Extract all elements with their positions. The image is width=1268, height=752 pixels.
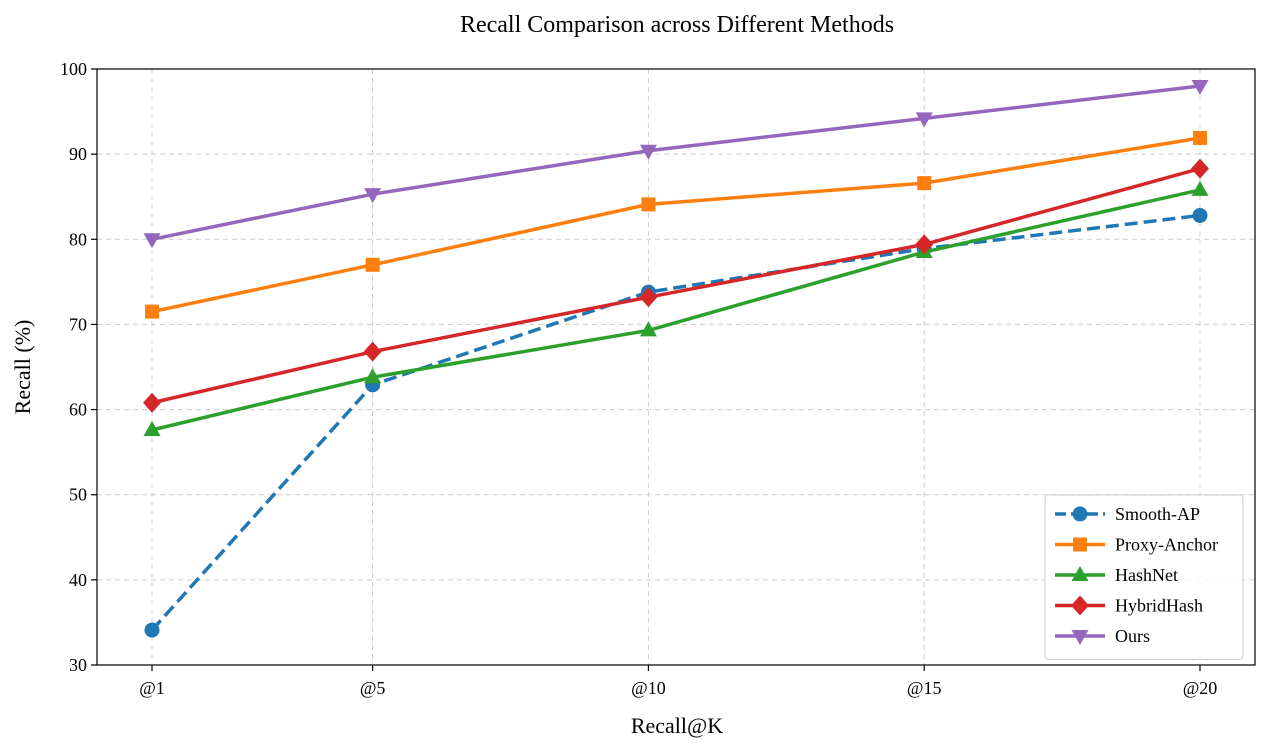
series-line-hashnet	[151, 188, 1201, 432]
series-proxy-anchor	[145, 130, 1207, 319]
data-point-ours	[364, 188, 382, 204]
legend-item-hashnet: HashNet	[1055, 565, 1178, 585]
x-tick-label: @1	[139, 678, 165, 698]
data-point-proxy-anchor	[1193, 130, 1207, 145]
series-layer	[143, 80, 1209, 638]
data-point-hybridhash	[915, 234, 934, 255]
legend-label-ours: Ours	[1115, 626, 1150, 646]
data-point-proxy-anchor	[641, 197, 656, 212]
data-point-hybridhash	[639, 287, 658, 308]
legend-item-ours: Ours	[1055, 626, 1150, 646]
chart-title: Recall Comparison across Different Metho…	[460, 12, 894, 38]
legend-label-hashnet: HashNet	[1115, 565, 1178, 585]
data-point-hybridhash	[363, 341, 382, 362]
y-tick-label: 30	[69, 655, 87, 675]
data-point-hybridhash	[1191, 158, 1209, 179]
series-hybridhash	[143, 158, 1209, 413]
x-tick-label: @20	[1183, 678, 1218, 698]
y-tick-label: 100	[60, 59, 87, 79]
legend-item-proxy-anchor: Proxy-Anchor	[1055, 535, 1218, 555]
legend-item-smooth-ap: Smooth-AP	[1055, 504, 1200, 524]
legend-marker-hashnet	[1071, 566, 1089, 581]
series-ours	[143, 80, 1209, 249]
data-point-hashnet	[143, 421, 161, 437]
data-point-ours	[639, 144, 657, 160]
y-tick-label: 40	[69, 570, 87, 590]
data-point-hashnet	[1191, 180, 1209, 196]
x-tick-label: @15	[907, 678, 942, 698]
x-tick-label: @10	[631, 678, 666, 698]
series-hashnet	[143, 180, 1209, 437]
data-point-proxy-anchor	[917, 176, 932, 191]
data-point-ours	[143, 233, 161, 249]
legend-marker-ours	[1071, 630, 1089, 645]
y-axis-label: Recall (%)	[10, 320, 35, 415]
data-point-hybridhash	[143, 392, 161, 413]
legend: Smooth-AP Proxy-Anchor HashNet HybridHash Ou…	[1044, 494, 1244, 660]
data-point-proxy-anchor	[145, 304, 159, 319]
legend-label-hybridhash: HybridHash	[1115, 596, 1203, 616]
x-axis-label: Recall@K	[631, 713, 723, 738]
x-tick-label: @5	[360, 678, 386, 698]
legend-marker-hybridhash	[1071, 595, 1089, 616]
y-tick-label: 80	[69, 229, 87, 249]
legend-item-hybridhash: HybridHash	[1055, 595, 1203, 616]
legend-label-smooth-ap: Smooth-AP	[1115, 504, 1200, 524]
y-tick-label: 90	[69, 144, 87, 164]
data-point-ours	[1191, 80, 1209, 96]
legend-marker-smooth-ap	[1072, 506, 1088, 522]
data-point-proxy-anchor	[365, 257, 380, 272]
y-tick-label: 60	[69, 400, 87, 420]
axis-ticks: 30 40 50 60 70 80 90 100 @1 @5 @10 @15 @20	[60, 59, 1217, 698]
data-point-hashnet	[639, 321, 657, 337]
data-point-ours	[915, 112, 933, 128]
y-tick-label: 70	[69, 314, 87, 334]
data-point-hashnet	[364, 368, 382, 384]
legend-marker-proxy-anchor	[1073, 537, 1087, 552]
legend-box	[1044, 494, 1244, 660]
data-point-smooth-ap	[1192, 207, 1208, 223]
data-point-smooth-ap	[144, 622, 160, 638]
legend-label-proxy-anchor: Proxy-Anchor	[1115, 535, 1218, 555]
y-tick-label: 50	[69, 485, 87, 505]
plot-frame	[96, 68, 1256, 666]
